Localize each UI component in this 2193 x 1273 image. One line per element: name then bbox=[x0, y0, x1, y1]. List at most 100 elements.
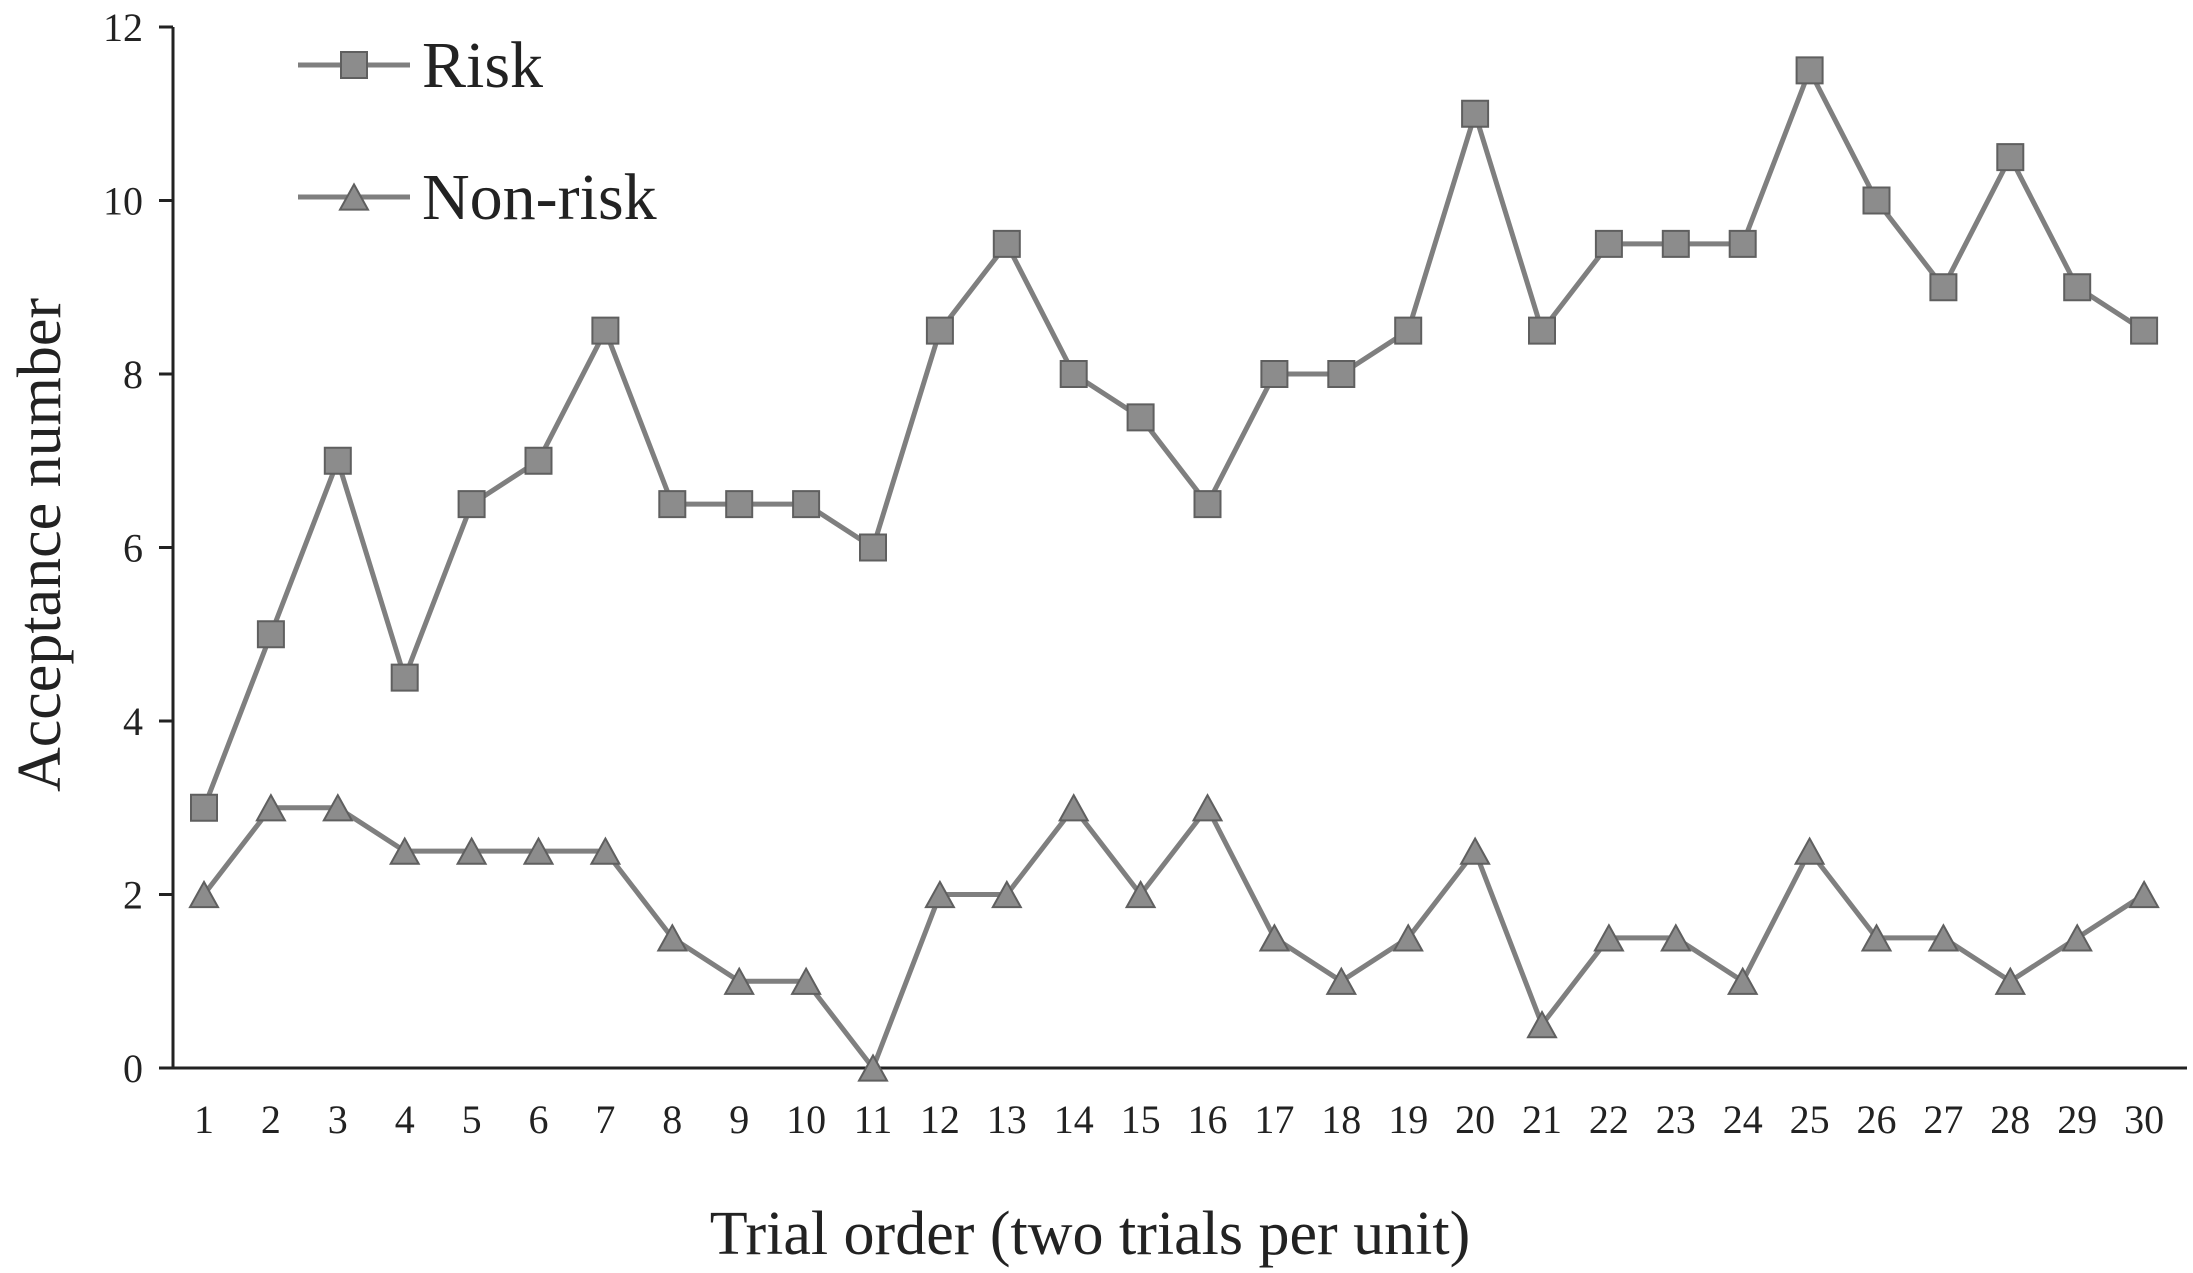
x-tick-label: 22 bbox=[1589, 1097, 1629, 1142]
data-point-non-risk bbox=[723, 966, 755, 995]
x-tick-label: 12 bbox=[920, 1097, 960, 1142]
data-point-risk bbox=[1461, 99, 1490, 128]
data-point-non-risk bbox=[1459, 836, 1491, 865]
legend-square-marker bbox=[340, 51, 368, 79]
data-point-risk bbox=[992, 229, 1021, 258]
data-point-risk bbox=[256, 620, 285, 649]
y-tick-label: 0 bbox=[123, 1046, 143, 1091]
data-point-non-risk bbox=[1927, 923, 1960, 952]
data-point-non-risk bbox=[1325, 966, 1357, 995]
data-point-risk bbox=[859, 533, 887, 562]
data-point-non-risk bbox=[188, 879, 220, 909]
data-point-non-risk bbox=[1994, 966, 2026, 995]
data-point-non-risk bbox=[1058, 793, 1090, 822]
data-point-risk bbox=[1260, 360, 1289, 388]
data-point-risk bbox=[190, 793, 218, 822]
legend: Risk Non-risk bbox=[298, 29, 657, 234]
data-point-risk bbox=[591, 316, 620, 345]
data-point-risk bbox=[1528, 316, 1556, 345]
series-non-risk bbox=[188, 793, 2160, 1082]
x-tick-label: 29 bbox=[2057, 1097, 2097, 1142]
data-point-non-risk bbox=[1660, 923, 1692, 952]
data-point-risk bbox=[792, 490, 821, 519]
series-risk bbox=[190, 56, 2159, 822]
data-point-risk bbox=[524, 446, 553, 475]
data-point-risk bbox=[1327, 360, 1356, 388]
series-line-non-risk bbox=[202, 803, 2146, 1074]
x-tick-label: 2 bbox=[261, 1097, 281, 1142]
x-tick-label: 1 bbox=[194, 1097, 214, 1142]
data-point-non-risk bbox=[255, 793, 287, 822]
x-tick-label: 24 bbox=[1723, 1097, 1763, 1142]
data-point-risk bbox=[1661, 229, 1690, 258]
x-tick-label: 17 bbox=[1254, 1097, 1294, 1142]
data-point-non-risk bbox=[1191, 793, 1224, 822]
data-point-non-risk bbox=[656, 923, 688, 952]
data-point-risk bbox=[2063, 273, 2092, 302]
y-tick-label: 12 bbox=[103, 5, 143, 50]
legend-triangle-marker bbox=[338, 182, 370, 211]
data-point-non-risk bbox=[1526, 1009, 1558, 1039]
data-point-risk bbox=[2130, 316, 2159, 345]
x-tick-label: 28 bbox=[1990, 1097, 2030, 1142]
y-axis-title: Acceptance number bbox=[6, 298, 74, 792]
data-point-non-risk bbox=[522, 836, 555, 865]
data-point-non-risk bbox=[1727, 966, 1759, 995]
x-tick-label: 7 bbox=[595, 1097, 615, 1142]
series-layer bbox=[188, 56, 2160, 1082]
x-tick-label: 18 bbox=[1321, 1097, 1361, 1142]
x-tick-label: 25 bbox=[1790, 1097, 1830, 1142]
data-point-non-risk bbox=[2128, 879, 2160, 909]
y-tick-label: 8 bbox=[123, 352, 143, 397]
data-point-non-risk bbox=[455, 836, 488, 865]
legend-item-risk: Risk bbox=[298, 29, 543, 102]
x-tick-label: 19 bbox=[1388, 1097, 1428, 1142]
y-tick-label: 10 bbox=[103, 179, 143, 224]
data-point-non-risk bbox=[589, 836, 622, 865]
data-point-risk bbox=[1193, 490, 1222, 519]
x-tick-label: 15 bbox=[1121, 1097, 1161, 1142]
data-point-risk bbox=[1996, 143, 2025, 172]
data-point-non-risk bbox=[1258, 923, 1291, 952]
legend-label: Risk bbox=[422, 29, 543, 102]
y-axis-ticks: 0 2 4 6 8 10 12 bbox=[103, 5, 173, 1091]
data-point-risk bbox=[925, 316, 954, 345]
x-tick-label: 30 bbox=[2124, 1097, 2164, 1142]
legend-item-non-risk: Non-risk bbox=[298, 161, 657, 234]
x-tick-label: 3 bbox=[328, 1097, 348, 1142]
data-point-non-risk bbox=[1793, 836, 1826, 865]
data-point-non-risk bbox=[2061, 923, 2093, 952]
x-tick-label: 16 bbox=[1188, 1097, 1228, 1142]
x-tick-label: 6 bbox=[529, 1097, 549, 1142]
x-tick-label: 5 bbox=[462, 1097, 482, 1142]
data-point-non-risk bbox=[857, 1053, 889, 1082]
data-point-risk bbox=[1795, 56, 1824, 85]
legend-label: Non-risk bbox=[422, 161, 657, 234]
x-tick-label: 20 bbox=[1455, 1097, 1495, 1142]
x-axis-title: Trial order (two trials per unit) bbox=[710, 1200, 1471, 1268]
x-tick-label: 27 bbox=[1923, 1097, 1963, 1142]
data-point-risk bbox=[457, 490, 486, 519]
data-point-non-risk bbox=[924, 879, 956, 909]
data-point-risk bbox=[323, 446, 352, 475]
x-tick-label: 14 bbox=[1054, 1097, 1094, 1142]
data-point-risk bbox=[1594, 229, 1623, 258]
data-point-non-risk bbox=[1392, 923, 1424, 952]
y-tick-label: 2 bbox=[123, 873, 143, 918]
data-point-risk bbox=[1929, 273, 1958, 302]
x-tick-label: 4 bbox=[395, 1097, 415, 1142]
x-tick-label: 13 bbox=[987, 1097, 1027, 1142]
x-tick-label: 9 bbox=[729, 1097, 749, 1142]
x-tick-label: 11 bbox=[854, 1097, 893, 1142]
data-point-risk bbox=[658, 490, 687, 519]
data-point-risk bbox=[1126, 403, 1155, 432]
data-point-non-risk bbox=[1124, 879, 1157, 909]
y-tick-label: 6 bbox=[123, 526, 143, 571]
x-tick-label: 26 bbox=[1857, 1097, 1897, 1142]
x-tick-label: 8 bbox=[662, 1097, 682, 1142]
x-tick-label: 10 bbox=[786, 1097, 826, 1142]
x-tick-label: 23 bbox=[1656, 1097, 1696, 1142]
x-tick-label: 21 bbox=[1522, 1097, 1562, 1142]
data-point-non-risk bbox=[389, 836, 421, 865]
